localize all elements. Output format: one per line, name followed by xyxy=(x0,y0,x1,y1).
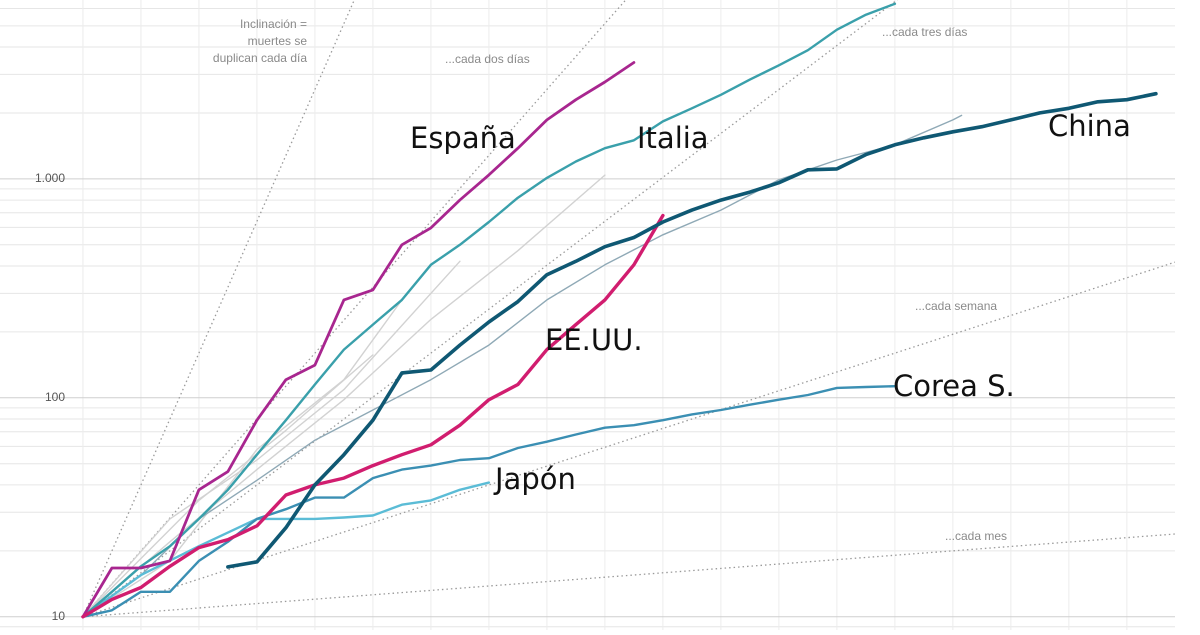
grid: 10 100 1.000 xyxy=(0,0,1175,630)
series-line xyxy=(82,354,374,618)
series-line xyxy=(81,213,665,619)
series-label: EE.UU. xyxy=(545,323,643,357)
series-line xyxy=(82,299,403,618)
y-tick-label: 100 xyxy=(45,390,65,404)
series-label: Japón xyxy=(493,462,576,496)
series-line xyxy=(82,114,963,618)
series-line xyxy=(81,61,636,619)
y-tick-label: 1.000 xyxy=(35,171,65,185)
series-line xyxy=(82,260,461,618)
reference-label: duplican cada día xyxy=(213,51,307,65)
series-line xyxy=(81,2,897,618)
series-line xyxy=(81,481,491,618)
series-line xyxy=(82,174,606,618)
series-label: España xyxy=(410,121,516,155)
reference-label: ...cada mes xyxy=(945,529,1007,543)
series-label: Italia xyxy=(637,121,709,155)
reference-label: muertes se xyxy=(248,34,308,48)
labels: Inclinación = muertes se duplican cada día… xyxy=(213,17,1131,543)
reference-label: ...cada dos días xyxy=(445,52,530,66)
series-label: China xyxy=(1048,109,1131,143)
reference-label: Inclinación = xyxy=(240,17,307,31)
series-lines xyxy=(81,2,1158,619)
series-line xyxy=(226,91,1158,569)
reference-label: ...cada semana xyxy=(915,299,997,313)
reference-line xyxy=(82,0,899,618)
reference-label: ...cada tres días xyxy=(882,25,967,39)
series-line xyxy=(81,385,897,618)
y-tick-label: 10 xyxy=(52,609,66,623)
series-label: Corea S. xyxy=(893,369,1015,403)
